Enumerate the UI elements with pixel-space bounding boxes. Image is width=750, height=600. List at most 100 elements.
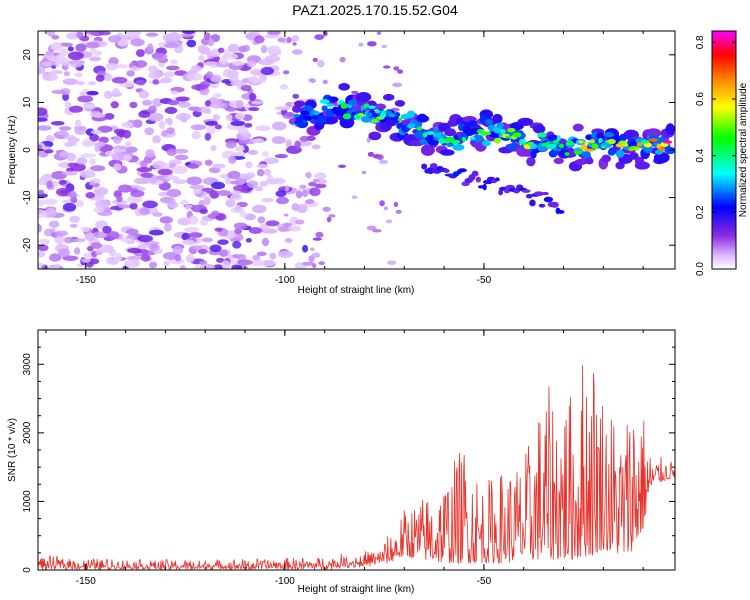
spectrogram-noise-cell [197,44,209,53]
spectrogram-noise-cell [361,170,367,175]
spectrogram-noise-cell [148,105,157,113]
spectrogram-noise-cell [166,127,175,135]
spectrogram-noise-cell [166,188,182,198]
spectrogram-noise-cell [111,76,128,84]
spectrogram-noise-cell [51,34,60,40]
spectrogram-ridge-cell [565,141,575,146]
spectrogram-noise-cell [310,247,315,252]
spectrogram-ridge-cell [573,150,583,155]
spectrogram-ridge-cell [512,132,522,138]
spectrogram-noise-cell [312,263,317,269]
spectrogram-noise-cell [85,41,100,49]
spectrogram-noise-cell [209,244,222,253]
spectrogram-noise-cell [315,231,324,238]
spectrogram-noise-cell [67,162,80,168]
spectrogram-noise-cell [117,39,130,47]
spectrogram-noise-cell [312,237,322,241]
spectrogram-noise-cell [337,164,347,168]
spectrogram-noise-cell [322,31,328,37]
spectrogram-noise-cell [187,163,200,169]
spectrogram-noise-cell [66,32,78,40]
spectrogram-noise-cell [261,237,270,247]
spectrogram-ridge-cell [371,119,379,123]
spectrogram-ridge-cell [552,139,559,144]
spectrogram-noise-cell [294,219,305,225]
spectrogram-noise-cell [225,140,237,149]
spectrogram-noise-cell [130,190,145,198]
spectrogram-noise-cell [41,264,49,269]
spectrogram-noise-cell [240,84,252,92]
spectrogram-ridge-cell [313,110,320,116]
spectrogram-ridge-cell [584,148,595,152]
spectrogram-noise-cell [126,194,143,204]
spectrogram-noise-cell [185,254,195,263]
spectrogram-noise-cell [180,33,193,38]
spectrogram-noise-cell [58,179,67,185]
spectrogram-noise-cell [148,65,158,73]
spectrogram-noise-cell [85,192,95,199]
spectrogram-noise-cell [89,133,100,142]
spectrogram-noise-cell [250,69,265,76]
spectrogram-ridge-cell [353,103,358,107]
spectrogram-noise-cell [77,95,94,103]
spectrogram-noise-cell [291,203,300,211]
spectrogram-noise-cell [86,31,101,35]
spectrogram-ridge-cell [383,93,395,101]
spectrogram-noise-cell [182,31,196,35]
spectrogram-noise-cell [129,101,138,109]
spectrogram-noise-cell [152,98,163,107]
spectrogram-ridge-cell [607,138,616,145]
spectrogram-noise-cell [201,237,214,243]
colorbar-tick-label: 0.2 [695,205,706,219]
spectrogram-ridge-cell [533,124,546,134]
spectrogram-noise-cell [351,195,358,199]
spectrogram-noise-cell [271,136,286,145]
spectrogram-noise-cell [141,99,153,106]
spectrogram-ridge-cell [374,109,381,114]
spectrogram-noise-cell [73,238,86,243]
spectrogram-branch-cell [529,199,536,207]
spectrogram-ridge-cell [603,132,615,138]
spectrogram-y-tick-label: 0 [22,147,33,153]
spectrogram-noise-cell [269,177,286,185]
spectrogram-noise-cell [38,144,43,152]
spectrogram-noise-cell [134,60,148,68]
spectrogram-noise-cell [393,66,400,71]
spectrogram-noise-cell [90,129,102,135]
spectrogram-noise-cell [38,125,52,131]
spectrogram-ridge-cell [422,132,428,138]
spectrogram-branch-cell [538,203,546,208]
spectrogram-noise-cell [67,51,84,61]
spectrogram-noise-cell [292,93,300,99]
spectrogram-noise-cell [152,160,167,170]
spectrogram-x-tick-label: -100 [275,275,295,286]
spectrogram-noise-cell [162,252,179,260]
spectrogram-noise-cell [125,31,142,37]
spectrogram-noise-cell [187,72,203,81]
spectrogram-noise-cell [191,131,201,140]
spectrogram-x-tick-label: -50 [477,275,492,286]
spectrogram-noise-cell [276,196,290,205]
spectrogram-noise-cell [92,231,108,239]
spectrogram-noise-cell [120,237,133,243]
spectrogram-ridge-cell [662,140,673,144]
spectrogram-noise-cell [230,190,241,195]
spectrogram-ridge-cell [664,146,675,155]
spectrogram-ridge-cell [379,112,387,118]
spectrogram-ridge-cell [658,147,666,152]
spectrogram-noise-cell [392,82,403,88]
spectrogram-noise-cell [203,61,220,67]
spectrogram-noise-cell [164,106,178,115]
spectrogram-noise-cell [38,224,42,233]
spectrogram-noise-cell [204,132,212,141]
spectrogram-noise-cell [58,126,72,131]
spectrogram-noise-cell [367,41,377,47]
colorbar-tick-label: 0.0 [695,262,706,276]
spectrogram-noise-cell [58,248,71,258]
spectrogram-noise-cell [231,151,247,157]
spectrogram-noise-cell [60,190,68,195]
spectrogram-ridge-cell [387,113,396,118]
spectrogram-noise-cell [135,79,146,86]
spectrogram-noise-cell [84,232,95,241]
spectrogram-cells [38,31,675,269]
